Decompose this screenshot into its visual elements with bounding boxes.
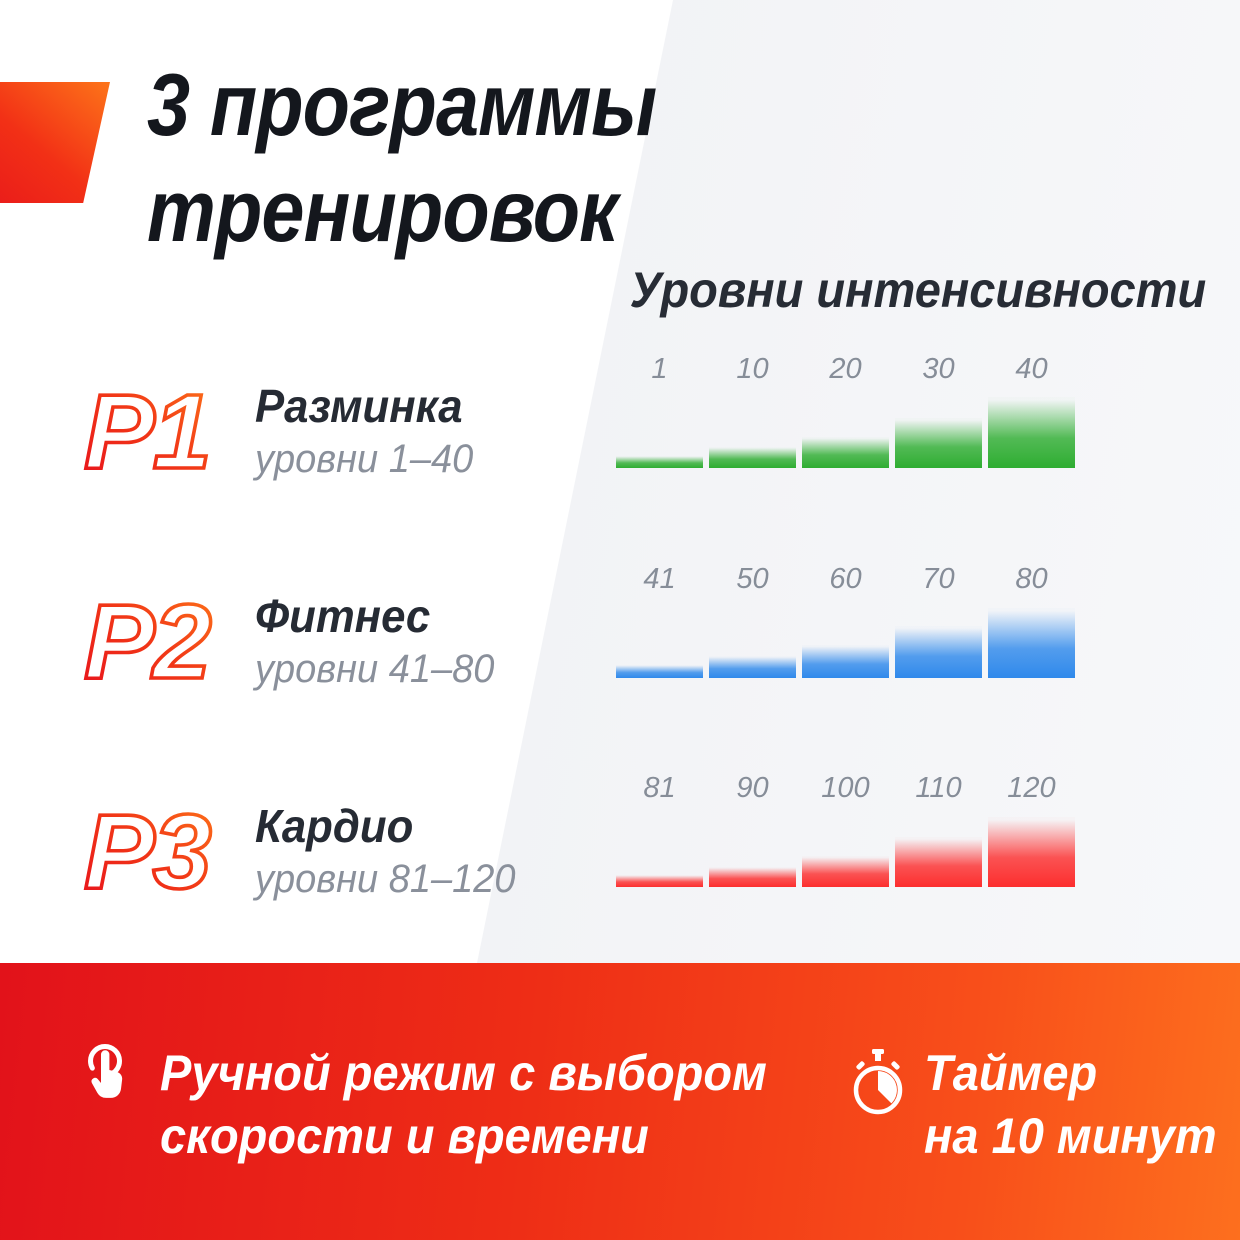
chart-bar-row bbox=[616, 608, 1081, 678]
program-levels: уровни 1–40 bbox=[255, 437, 474, 481]
program-row-p3: P3 Кардио уровни 81–120 bbox=[80, 788, 600, 938]
chart-bar bbox=[895, 837, 982, 887]
chart-bar-label: 30 bbox=[922, 353, 955, 385]
program-code-outline: P1 bbox=[82, 371, 213, 493]
page-title-line2: тренировок bbox=[147, 161, 618, 260]
chart-bar bbox=[616, 875, 703, 887]
page-title-line1: 3 программы bbox=[147, 55, 657, 154]
program-name: Разминка bbox=[255, 380, 463, 432]
chart-bar-label: 10 bbox=[736, 353, 769, 385]
chart-bar-label: 120 bbox=[1007, 772, 1056, 804]
chart-bar bbox=[802, 645, 889, 678]
chart-bar-row bbox=[616, 817, 1081, 887]
intensity-chart-warmup: 1 10 20 30 40 bbox=[616, 353, 1076, 468]
feature-manual-mode: Ручной режим с выбором скорости и времен… bbox=[160, 1042, 767, 1168]
chart-bar bbox=[802, 856, 889, 887]
chart-bar-label: 50 bbox=[736, 563, 769, 595]
chart-label-row: 81 90 100 110 120 bbox=[616, 772, 1081, 804]
chart-bar-label: 41 bbox=[643, 563, 676, 595]
intensity-chart-cardio: 81 90 100 110 120 bbox=[616, 772, 1076, 887]
chart-bar-label: 80 bbox=[1015, 563, 1048, 595]
program-levels: уровни 41–80 bbox=[255, 647, 495, 691]
chart-bar-label: 81 bbox=[643, 772, 676, 804]
tap-icon bbox=[88, 1044, 123, 1098]
chart-bar bbox=[709, 447, 796, 468]
feature-manual-line2: скорости и времени bbox=[160, 1108, 649, 1164]
chart-bar-label: 60 bbox=[829, 563, 862, 595]
chart-bar-row bbox=[616, 397, 1081, 468]
program-code-text: P2 bbox=[84, 583, 211, 701]
chart-bar-label: 100 bbox=[821, 772, 870, 804]
chart-bar bbox=[895, 418, 982, 468]
chart-bar-label: 1 bbox=[651, 353, 668, 385]
chart-bar bbox=[802, 437, 889, 468]
chart-bar-label: 110 bbox=[915, 772, 962, 804]
chart-bar-label: 20 bbox=[829, 353, 862, 385]
chart-label-row: 41 50 60 70 80 bbox=[616, 563, 1081, 595]
page-title: 3 программы тренировок bbox=[147, 52, 657, 264]
program-code-text: P1 bbox=[84, 373, 210, 491]
program-name: Кардио bbox=[255, 800, 414, 852]
chart-bar-label: 40 bbox=[1015, 353, 1048, 385]
program-row-p2: P2 Фитнес уровни 41–80 bbox=[80, 578, 600, 728]
feature-timer-line1: Таймер bbox=[924, 1045, 1098, 1101]
features-band bbox=[0, 963, 1240, 1240]
chart-heading: Уровни интенсивности bbox=[629, 262, 1207, 318]
chart-label-row: 1 10 20 30 40 bbox=[616, 353, 1081, 385]
program-code-text: P3 bbox=[84, 793, 211, 911]
stopwatch-icon bbox=[853, 1049, 903, 1115]
chart-bar bbox=[709, 867, 796, 887]
chart-bar-label: 90 bbox=[736, 772, 769, 804]
feature-timer: Таймер на 10 минут bbox=[924, 1042, 1217, 1168]
feature-manual-line1: Ручной режим с выбором bbox=[160, 1045, 767, 1101]
program-name: Фитнес bbox=[255, 590, 431, 642]
program-levels: уровни 81–120 bbox=[255, 857, 516, 901]
chart-bar bbox=[988, 397, 1075, 468]
chart-bar bbox=[895, 626, 982, 678]
chart-bar bbox=[616, 665, 703, 678]
program-code-outline: P3 bbox=[82, 791, 214, 913]
program-code-outline: P2 bbox=[82, 581, 214, 703]
red-accent-parallelogram bbox=[0, 82, 111, 203]
chart-bar bbox=[988, 608, 1075, 678]
chart-bar-label: 70 bbox=[922, 563, 955, 595]
chart-bar bbox=[616, 456, 703, 468]
program-row-p1: P1 Разминка уровни 1–40 bbox=[80, 368, 600, 518]
chart-bar bbox=[709, 656, 796, 678]
chart-bar bbox=[988, 817, 1075, 887]
intensity-chart-fitness: 41 50 60 70 80 bbox=[616, 563, 1076, 678]
feature-timer-line2: на 10 минут bbox=[924, 1108, 1217, 1164]
